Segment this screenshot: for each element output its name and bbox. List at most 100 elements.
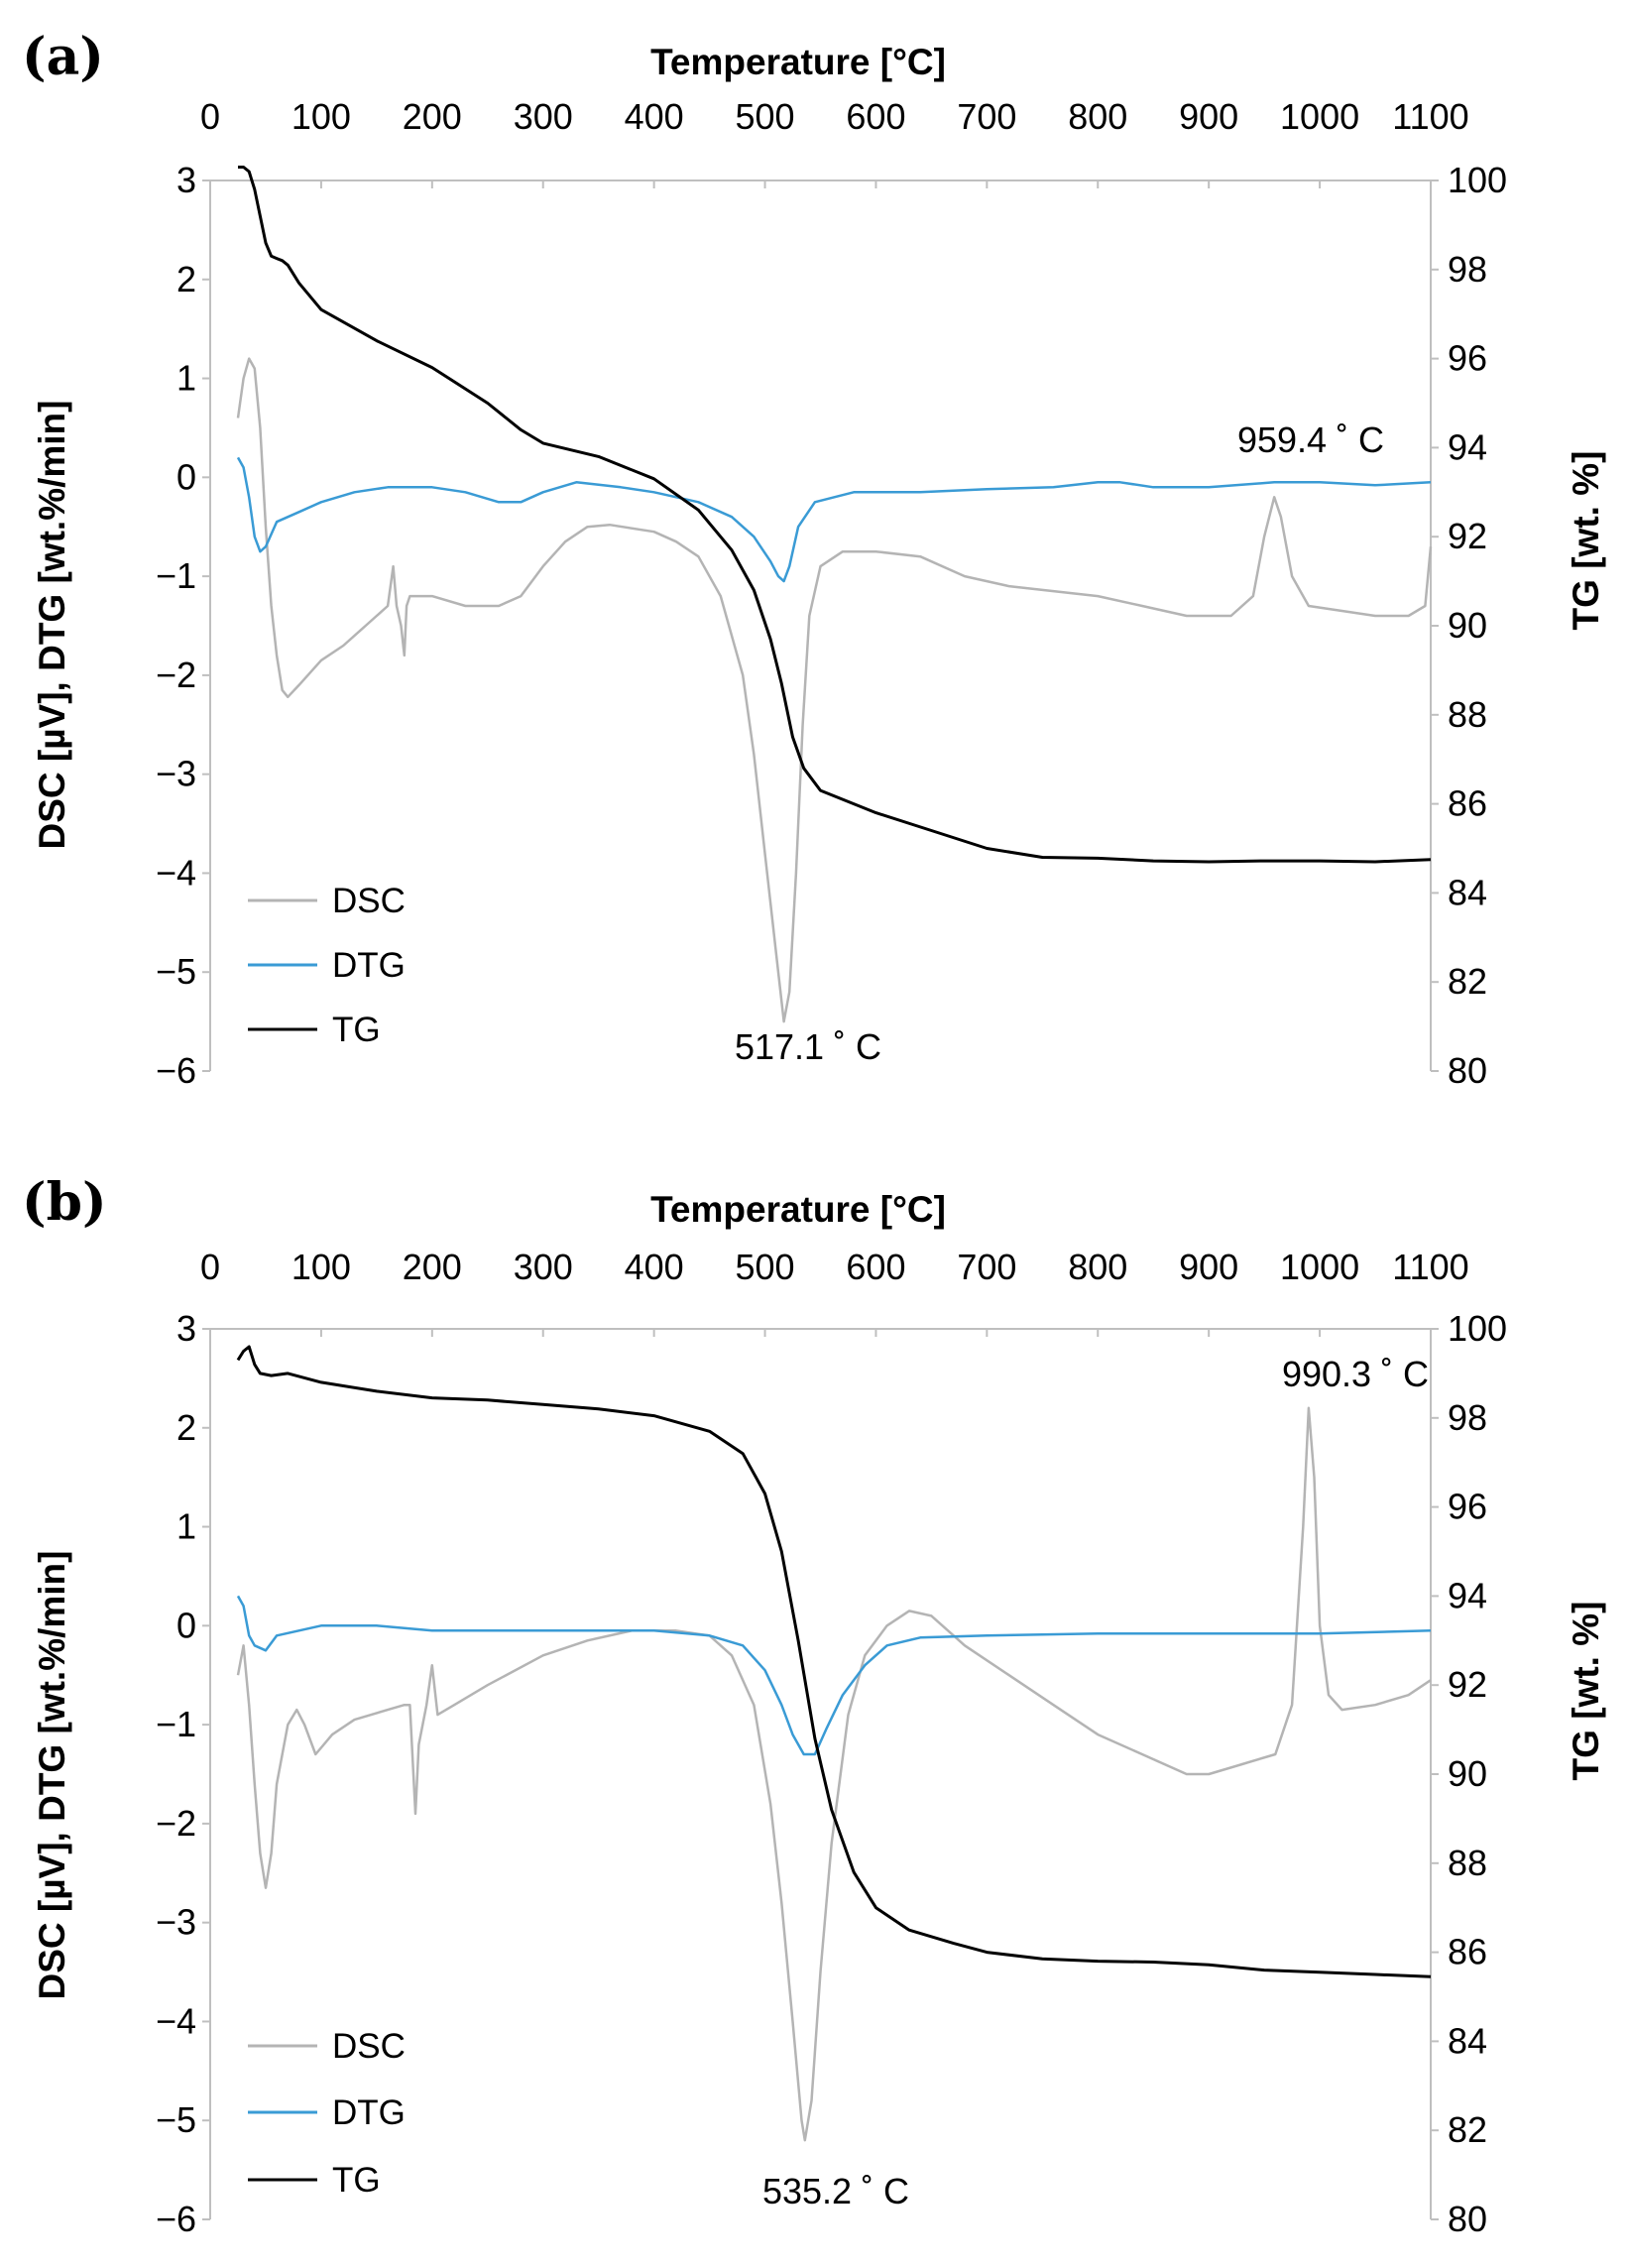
y-tick-label: −3 xyxy=(156,754,196,794)
annotation-peak-990: 990.3 ˚ C xyxy=(1282,1354,1429,1394)
y-tick-label: −4 xyxy=(156,852,196,893)
y2-tick-label: 80 xyxy=(1448,2199,1487,2239)
y2-tick-label: 82 xyxy=(1448,961,1487,1002)
legend-label-tg: TG xyxy=(332,2161,381,2200)
x-tick-label: 900 xyxy=(1179,1247,1238,1287)
annotation-peak-517: 517.1 ˚ C xyxy=(735,1026,881,1067)
y-tick-label: −5 xyxy=(156,951,196,992)
series-line-tg xyxy=(238,166,1432,864)
x-tick-label: 700 xyxy=(957,1247,1016,1287)
x-tick-label: 300 xyxy=(514,1247,573,1287)
y2-tick-label: 96 xyxy=(1448,338,1487,379)
y2-tick-label: 90 xyxy=(1448,605,1487,646)
y2-tick-label: 94 xyxy=(1448,1575,1487,1615)
y-tick-label: −6 xyxy=(156,2199,196,2239)
panel-a-y-ticks: 3 2 1 0 −1 −2 −3 −4 −5 −6 xyxy=(156,160,210,1091)
y2-tick-label: 86 xyxy=(1448,783,1487,824)
y2-tick-label: 94 xyxy=(1448,426,1487,467)
y-tick-label: −1 xyxy=(156,1704,196,1744)
panel-a-label: (a) xyxy=(22,27,104,87)
y-tick-label: 3 xyxy=(176,1308,196,1349)
series-line-dsc xyxy=(236,357,1433,1023)
legend-label-dtg: DTG xyxy=(332,946,406,985)
x-tick-label: 0 xyxy=(200,1247,220,1287)
annotation-peak-959: 959.4 ˚ C xyxy=(1237,419,1384,460)
y2-tick-label: 84 xyxy=(1448,2020,1487,2061)
panel-a-series xyxy=(236,166,1433,1023)
y2-tick-label: 98 xyxy=(1448,249,1487,290)
x-tick-label: 900 xyxy=(1179,96,1238,137)
legend-label-tg: TG xyxy=(332,1011,381,1049)
y2-tick-label: 100 xyxy=(1448,1308,1507,1349)
series-line-tg xyxy=(236,1345,1432,1978)
y-tick-label: −3 xyxy=(156,1902,196,1943)
x-tick-label: 600 xyxy=(846,1247,905,1287)
y2-tick-label: 88 xyxy=(1448,694,1487,735)
y-tick-label: −4 xyxy=(156,2000,196,2041)
x-tick-label: 400 xyxy=(625,96,684,137)
x-tick-label: 1000 xyxy=(1280,96,1359,137)
legend-label-dtg: DTG xyxy=(332,2093,406,2132)
panel-a-legend: DSC DTG TG xyxy=(248,882,406,1049)
legend-label-dsc: DSC xyxy=(332,882,406,920)
y2-tick-label: 86 xyxy=(1448,1932,1487,1972)
panel-b-y-ticks: 3 2 1 0 −1 −2 −3 −4 −5 −6 xyxy=(156,1308,210,2239)
y-tick-label: 2 xyxy=(176,1407,196,1448)
y-tick-label: 3 xyxy=(176,160,196,200)
x-tick-label: 400 xyxy=(625,1247,684,1287)
x-tick-label: 1100 xyxy=(1392,96,1468,137)
y2-tick-label: 82 xyxy=(1448,2109,1487,2150)
y-tick-label: 0 xyxy=(176,1605,196,1645)
series-line-dtg xyxy=(236,1595,1432,1756)
y-tick-label: 2 xyxy=(176,259,196,299)
panel-b-legend: DSC DTG TG xyxy=(248,2027,406,2200)
x-tick-label: 500 xyxy=(736,1247,795,1287)
panel-b: (b) Temperature [°C] 0 100 200 300 400 500 600… xyxy=(22,1172,1606,2239)
annotation-peak-535: 535.2 ˚ C xyxy=(762,2171,909,2211)
legend-label-dsc: DSC xyxy=(332,2027,406,2066)
panel-b-y2-ticks: 100 98 96 94 92 90 88 86 84 82 80 xyxy=(1431,1308,1507,2239)
y-tick-label: 0 xyxy=(176,456,196,497)
x-tick-label: 0 xyxy=(200,96,220,137)
y2-tick-label: 84 xyxy=(1448,872,1487,912)
x-tick-label: 100 xyxy=(291,96,351,137)
panel-a: (a) Temperature [°C] 0 100 200 300 400 500 600… xyxy=(22,27,1606,1091)
x-tick-label: 800 xyxy=(1068,96,1127,137)
x-tick-label: 500 xyxy=(736,96,795,137)
y2-tick-label: 100 xyxy=(1448,160,1507,200)
y-tick-label: −6 xyxy=(156,1050,196,1091)
y2-tick-label: 80 xyxy=(1448,1050,1487,1091)
panel-a-x-axis-title: Temperature [°C] xyxy=(650,42,946,82)
y2-tick-label: 98 xyxy=(1448,1397,1487,1438)
y-tick-label: −2 xyxy=(156,1803,196,1844)
panel-b-series xyxy=(236,1345,1432,2142)
panel-a-y2-ticks: 100 98 96 94 92 90 88 86 84 82 80 xyxy=(1431,160,1507,1091)
x-tick-label: 200 xyxy=(403,1247,462,1287)
y2-tick-label: 88 xyxy=(1448,1843,1487,1883)
y-tick-label: 1 xyxy=(176,358,196,399)
x-tick-label: 200 xyxy=(403,96,462,137)
panel-a-y2-axis-title: TG [wt. %] xyxy=(1566,451,1606,631)
y2-tick-label: 96 xyxy=(1448,1487,1487,1527)
y2-tick-label: 92 xyxy=(1448,1664,1487,1705)
panel-b-x-axis-title: Temperature [°C] xyxy=(650,1189,946,1230)
y-tick-label: 1 xyxy=(176,1506,196,1547)
y-tick-label: −1 xyxy=(156,555,196,596)
panel-b-x-ticks: 0 100 200 300 400 500 600 700 800 900 1000 1100 xyxy=(200,1247,1469,1337)
series-line-dtg xyxy=(236,456,1432,583)
panel-b-label: (b) xyxy=(22,1172,107,1233)
x-tick-label: 800 xyxy=(1068,1247,1127,1287)
panel-b-y2-axis-title: TG [wt. %] xyxy=(1566,1602,1606,1781)
panel-a-y-axis-title: DSC [µV], DTG [wt.%/min] xyxy=(32,401,72,850)
x-tick-label: 300 xyxy=(514,96,573,137)
series-line-dsc xyxy=(236,1406,1432,2142)
x-tick-label: 600 xyxy=(846,96,905,137)
y-tick-label: −5 xyxy=(156,2099,196,2140)
y2-tick-label: 92 xyxy=(1448,516,1487,556)
x-tick-label: 1000 xyxy=(1280,1247,1359,1287)
y-tick-label: −2 xyxy=(156,655,196,695)
x-tick-label: 1100 xyxy=(1392,1247,1468,1287)
x-tick-label: 100 xyxy=(291,1247,351,1287)
y2-tick-label: 90 xyxy=(1448,1753,1487,1794)
